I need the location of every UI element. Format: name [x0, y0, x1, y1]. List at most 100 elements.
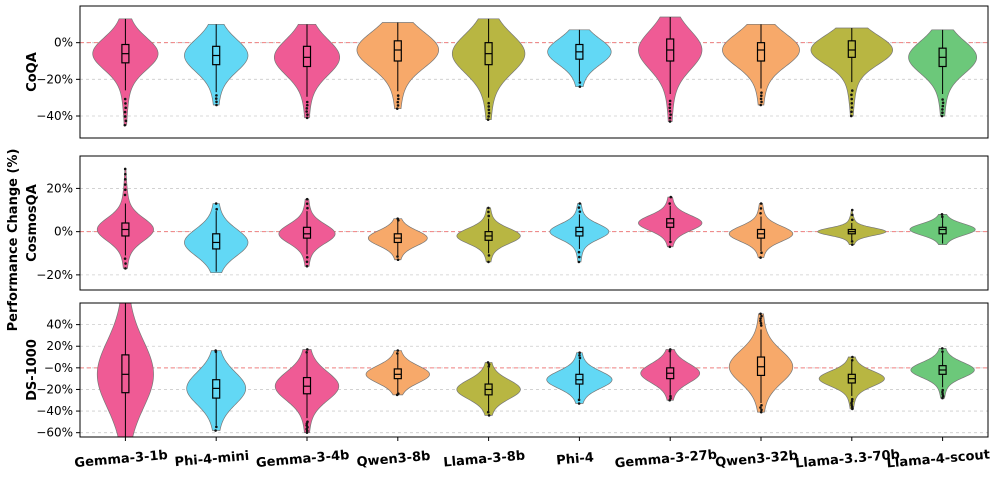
violin-body [549, 203, 610, 263]
violin-phi-4 [546, 351, 613, 405]
violin-body [728, 203, 794, 258]
violin-llama-3-3-70b [817, 208, 887, 246]
outlier-point [305, 107, 309, 110]
violin-phi-4-mini [184, 202, 249, 274]
outlier-point [759, 319, 762, 323]
outlier-point [396, 392, 400, 395]
outlier-point [396, 258, 400, 262]
x-tick-label: Qwen3-32b [715, 448, 799, 470]
outlier-point [305, 110, 308, 113]
outlier-point [759, 324, 763, 327]
violin-gemma-3-4b [274, 348, 340, 434]
y-tick-label: −20% [36, 268, 73, 282]
outlier-point [941, 390, 944, 394]
outlier-point [215, 94, 218, 97]
outlier-point [487, 260, 490, 264]
violin-body [547, 29, 612, 88]
outlier-point [123, 123, 127, 127]
outlier-point [487, 414, 491, 417]
outlier-point [487, 108, 491, 112]
outlier-point [759, 410, 763, 414]
violin-llama-4-scout [908, 29, 978, 118]
violin-llama-3-8b [451, 18, 526, 121]
outlier-point [487, 105, 491, 108]
outlier-point [305, 351, 308, 354]
panel-ds-1000: 40% 20% −0% −20% −40% −60% DS-1000 [25, 302, 989, 440]
y-tick-label: 20% [46, 339, 73, 353]
outlier-point [850, 240, 854, 243]
outlier-point [669, 113, 672, 116]
violin-body [640, 349, 701, 401]
outlier-point [760, 91, 763, 94]
outlier-point [941, 108, 944, 111]
outlier-point [941, 215, 944, 219]
outlier-point [759, 202, 763, 205]
outlier-point [487, 254, 491, 257]
outlier-point [850, 89, 854, 92]
outlier-point [941, 392, 944, 396]
outlier-point [487, 115, 490, 118]
outlier-point [668, 109, 672, 113]
outlier-point [305, 256, 309, 259]
outlier-point [850, 399, 854, 403]
x-tick-label: Gemma-3-1b [74, 448, 168, 471]
outlier-point [941, 101, 945, 105]
outlier-point [396, 217, 399, 220]
panel-title: CoQA [25, 52, 40, 92]
outlier-point [941, 111, 944, 114]
outlier-point [759, 211, 762, 215]
outlier-point [306, 113, 309, 116]
outlier-point [124, 106, 127, 110]
outlier-point [396, 104, 400, 107]
outlier-point [396, 94, 400, 97]
violin-llama-3-3-70b [818, 355, 885, 411]
outlier-point [396, 349, 400, 352]
outlier-point [305, 348, 309, 351]
violin-llama-3-8b [456, 361, 521, 417]
outlier-point [668, 106, 672, 110]
violin-phi-4-mini [184, 23, 249, 107]
y-tick-label: −20% [36, 382, 73, 396]
outlier-point [760, 408, 763, 412]
outlier-point [124, 267, 127, 270]
outlier-point [577, 402, 581, 405]
x-tick-label: Llama-4-scout [886, 448, 990, 472]
violin-qwen3-8b [365, 349, 430, 397]
iqr-box [938, 226, 947, 235]
outlier-point [941, 394, 945, 398]
outlier-point [578, 351, 581, 355]
outlier-point [124, 119, 128, 123]
outlier-point [850, 213, 854, 217]
outlier-point [123, 178, 127, 181]
outlier-point [669, 195, 673, 199]
outlier-point [850, 358, 854, 362]
violin-body [186, 350, 247, 431]
outlier-point [123, 115, 127, 118]
outlier-point [123, 183, 127, 186]
violin-gemma-3-27b [638, 195, 703, 249]
outlier-point [305, 264, 309, 268]
outlier-point [305, 116, 309, 120]
outlier-point [215, 103, 218, 107]
outlier-point [850, 106, 854, 109]
outlier-point [577, 250, 581, 254]
violin-body [638, 196, 703, 248]
outlier-point [850, 397, 854, 401]
outlier-point [486, 410, 490, 414]
outlier-point [759, 406, 762, 409]
iqr-box [212, 233, 221, 250]
outlier-point [760, 100, 763, 104]
outlier-point [850, 97, 854, 101]
y-tick-label: 0% [54, 225, 73, 239]
outlier-point [577, 260, 581, 264]
outlier-point [487, 210, 490, 214]
outlier-point [759, 317, 762, 320]
violin-phi-4-mini [186, 349, 247, 432]
iqr-box [756, 42, 766, 62]
outlier-point [215, 100, 218, 104]
iqr-box [302, 45, 312, 68]
outlier-point [850, 110, 853, 114]
outlier-point [849, 114, 853, 118]
iqr-box [847, 40, 856, 58]
